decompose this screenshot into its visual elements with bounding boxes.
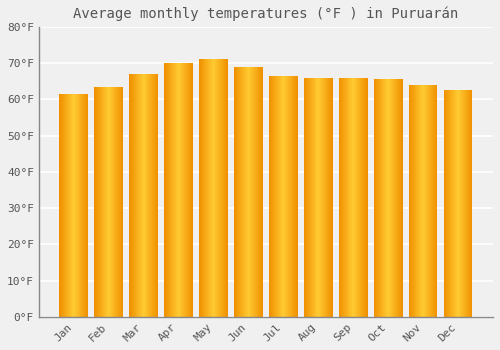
Title: Average monthly temperatures (°F ) in Puruarán: Average monthly temperatures (°F ) in Pu… bbox=[74, 7, 458, 21]
